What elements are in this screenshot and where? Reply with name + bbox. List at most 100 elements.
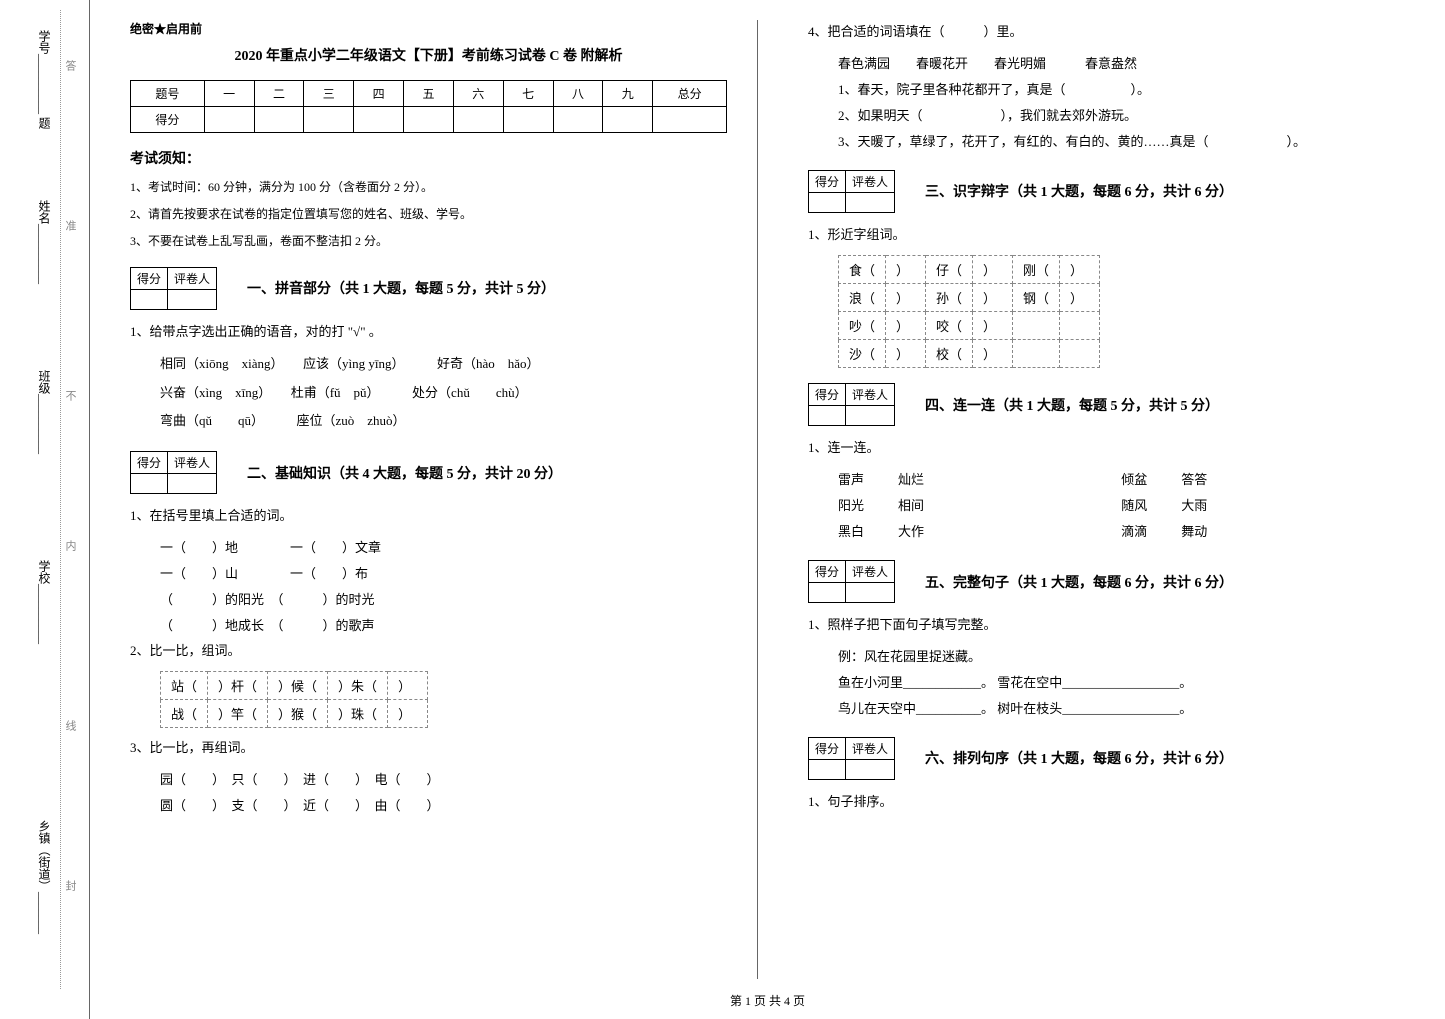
- score-box-cell: [168, 289, 217, 309]
- score-box-label: 评卷人: [168, 452, 217, 474]
- match-word: 黑白: [838, 519, 898, 545]
- s5-q1: 1、照样子把下面句子填写完整。: [808, 613, 1405, 638]
- char-cell: ）: [886, 256, 926, 284]
- score-box-cell: [809, 759, 846, 779]
- right-column: 4、把合适的词语填在（ ）里。 春色满园 春暖花开 春光明媚 春意盎然 1、春天…: [798, 20, 1415, 979]
- section-6-title: 六、排列句序（共 1 大题，每题 6 分，共计 6 分）: [925, 748, 1233, 768]
- section-4-title: 四、连一连（共 1 大题，每题 5 分，共计 5 分）: [925, 395, 1219, 415]
- s2-q3-line-2: 圆（ ） 支（ ） 近（ ） 由（ ）: [130, 793, 727, 819]
- score-header-cell: 一: [204, 81, 254, 107]
- s4-match-row-2: 阳光相间 随风大雨: [808, 493, 1405, 519]
- table-row: 浪（） 孙（） 钢（）: [839, 284, 1100, 312]
- char-cell: [1060, 312, 1100, 340]
- char-cell: ）杆（: [208, 672, 268, 700]
- s1-q1: 1、给带点字选出正确的语音，对的打 "√" 。: [130, 320, 727, 345]
- s2-q4: 4、把合适的词语填在（ ）里。: [808, 20, 1405, 45]
- s2-q4-line-2: 2、如果明天（ ），我们就去郊外游玩。: [808, 103, 1405, 129]
- score-box-label: 评卷人: [846, 384, 895, 406]
- score-box-cell: [846, 583, 895, 603]
- match-word: 舞动: [1181, 519, 1241, 545]
- s1-line-3: 弯曲（qǔ qū） 座位（zuò zhuò）: [130, 407, 727, 436]
- s1-line-2: 兴奋（xìng xīng） 杜甫（fǔ pǔ） 处分（chǔ chù）: [130, 379, 727, 408]
- score-box-cell: [846, 192, 895, 212]
- score-box: 得分评卷人: [130, 451, 217, 494]
- char-cell: ）珠（: [328, 700, 388, 728]
- score-cell: [453, 107, 503, 133]
- score-header-cell: 八: [553, 81, 603, 107]
- sidebar-label-1: 学号__________ 题: [36, 30, 53, 129]
- score-header-cell: 三: [304, 81, 354, 107]
- score-cell: [304, 107, 354, 133]
- char-cell: ）: [886, 284, 926, 312]
- match-word: 雷声: [838, 467, 898, 493]
- s1-line-1: 相同（xiōng xiàng） 应该（yìng yīng） 好奇（hào hǎo…: [130, 350, 727, 379]
- char-cell: 食（: [839, 256, 886, 284]
- score-box-label: 得分: [809, 561, 846, 583]
- exam-title: 2020 年重点小学二年级语文【下册】考前练习试卷 C 卷 附解析: [130, 45, 727, 65]
- score-box-cell: [131, 474, 168, 494]
- s2-q3: 3、比一比，再组词。: [130, 736, 727, 761]
- score-box-cell: [809, 192, 846, 212]
- notice-title: 考试须知：: [130, 148, 727, 168]
- section-6-header: 得分评卷人 六、排列句序（共 1 大题，每题 6 分，共计 6 分）: [808, 737, 1405, 780]
- match-word: 相间: [898, 493, 958, 519]
- char-cell: [1060, 340, 1100, 368]
- score-box-label: 评卷人: [846, 561, 895, 583]
- char-cell: [1013, 312, 1060, 340]
- char-cell: ）: [973, 256, 1013, 284]
- score-cell: [404, 107, 454, 133]
- dotted-label-5: 线: [62, 720, 78, 731]
- s2-q1: 1、在括号里填上合适的词。: [130, 504, 727, 529]
- score-box-label: 评卷人: [846, 170, 895, 192]
- s2-q4-line-3: 3、天暖了，草绿了，花开了，有红的、有白的、黄的……真是（ ）。: [808, 129, 1405, 155]
- dotted-label-1: 答: [62, 60, 78, 71]
- table-row: 战（ ）竿（ ）猴（ ）珠（ ）: [161, 700, 428, 728]
- table-row: 站（ ）杆（ ）候（ ）朱（ ）: [161, 672, 428, 700]
- section-5-title: 五、完整句子（共 1 大题，每题 6 分，共计 6 分）: [925, 572, 1233, 592]
- section-3-title: 三、识字辩字（共 1 大题，每题 6 分，共计 6 分）: [925, 181, 1233, 201]
- char-cell: 吵（: [839, 312, 886, 340]
- score-cell: [354, 107, 404, 133]
- char-cell: 站（: [161, 672, 208, 700]
- match-word: 灿烂: [898, 467, 958, 493]
- score-header-cell: 九: [603, 81, 653, 107]
- char-cell: ）: [973, 284, 1013, 312]
- notice-item-3: 3、不要在试卷上乱写乱画，卷面不整洁扣 2 分。: [130, 232, 727, 251]
- sidebar-label-2: 姓名__________: [36, 200, 53, 284]
- s2-q4-words: 春色满园 春暖花开 春光明媚 春意盎然: [808, 51, 1405, 77]
- dotted-line: [60, 10, 61, 989]
- section-2-header: 得分评卷人 二、基础知识（共 4 大题，每题 5 分，共计 20 分）: [130, 451, 727, 494]
- s2-q1-line-2: 一（ ）山 一（ ）布: [130, 561, 727, 587]
- section-3-header: 得分评卷人 三、识字辩字（共 1 大题，每题 6 分，共计 6 分）: [808, 170, 1405, 213]
- page-footer: 第 1 页 共 4 页: [90, 992, 1445, 1009]
- s6-q1: 1、句子排序。: [808, 790, 1405, 815]
- s4-match-row-3: 黑白大作 滴滴舞动: [808, 519, 1405, 545]
- char-cell: ）: [973, 312, 1013, 340]
- s3-table: 食（） 仔（） 刚（） 浪（） 孙（） 钢（） 吵（） 咬（） 沙（） 校（）: [838, 255, 1100, 368]
- section-2-title: 二、基础知识（共 4 大题，每题 5 分，共计 20 分）: [247, 463, 562, 483]
- char-cell: 钢（: [1013, 284, 1060, 312]
- score-box-label: 得分: [131, 452, 168, 474]
- score-box: 得分评卷人: [808, 170, 895, 213]
- sidebar-label-4: 学校__________: [36, 560, 53, 644]
- content-area: 绝密★启用前 2020 年重点小学二年级语文【下册】考前练习试卷 C 卷 附解析…: [90, 0, 1445, 1019]
- table-row: 食（） 仔（） 刚（）: [839, 256, 1100, 284]
- char-cell: 沙（: [839, 340, 886, 368]
- dotted-label-3: 不: [62, 390, 78, 401]
- secret-label: 绝密★启用前: [130, 20, 727, 37]
- s2-q4-line-1: 1、春天，院子里各种花都开了，真是（ ）。: [808, 77, 1405, 103]
- score-box-label: 得分: [809, 737, 846, 759]
- char-cell: 仔（: [926, 256, 973, 284]
- char-cell: ）朱（: [328, 672, 388, 700]
- score-cell: [653, 107, 727, 133]
- match-word: 滴滴: [1121, 519, 1181, 545]
- char-cell: 孙（: [926, 284, 973, 312]
- score-box: 得分评卷人: [130, 267, 217, 310]
- page-container: 学号__________ 题 姓名__________ 班级__________…: [0, 0, 1445, 1019]
- score-box: 得分评卷人: [808, 737, 895, 780]
- score-header-cell: 总分: [653, 81, 727, 107]
- score-box: 得分评卷人: [808, 383, 895, 426]
- s2-q1-line-1: 一（ ）地 一（ ）文章: [130, 535, 727, 561]
- char-cell: 战（: [161, 700, 208, 728]
- score-box-label: 得分: [809, 384, 846, 406]
